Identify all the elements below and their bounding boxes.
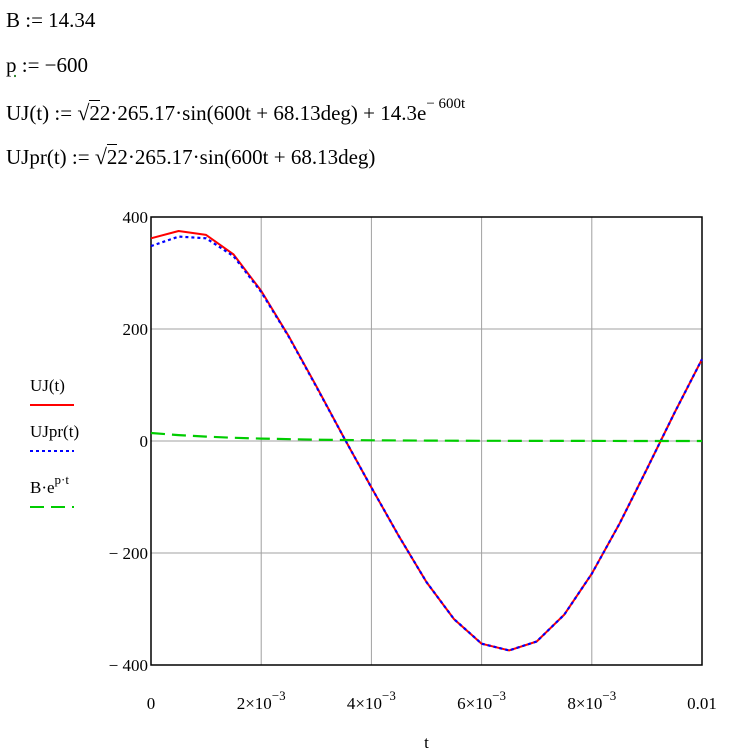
- x-tick-label: 6×10−3: [457, 688, 506, 713]
- legend-label: UJpr(t): [30, 422, 79, 441]
- equation-line-2: p := −600: [6, 53, 88, 77]
- x-axis-label: t: [424, 733, 429, 752]
- legend[interactable]: UJ(t) UJpr(t) B·ep·t: [30, 376, 79, 508]
- series-layer: [150, 230, 703, 652]
- x-axis-ticks: 0 2×10−3 4×10−3 6×10−3 8×10−3 0.01: [147, 688, 717, 713]
- x-tick-label: 4×10−3: [347, 688, 396, 713]
- equation-uj-exponent: − 600t: [426, 96, 466, 112]
- equation-ujpr-rhs: 2·265.17·sin(600t + 68.13deg): [117, 145, 376, 169]
- equation-uj-lhs: UJ(t) :=: [6, 101, 78, 125]
- equation-p-assignment: := −600: [16, 53, 89, 77]
- sqrt-sign: √2: [94, 144, 118, 169]
- equation-p-variable: p: [6, 53, 17, 77]
- legend-label: B·ep·t: [30, 472, 69, 497]
- x-tick-label: 2×10−3: [237, 688, 286, 713]
- x-tick-label: 8×10−3: [567, 688, 616, 713]
- y-tick-label: − 400: [109, 656, 148, 675]
- equation-ujpr-lhs: UJpr(t) :=: [6, 145, 95, 169]
- x-tick-label: 0: [147, 694, 156, 713]
- equation-uj-rhs: 2·265.17·sin(600t + 68.13deg) + 14.3e: [99, 101, 427, 125]
- equation-line-1: B := 14.34: [6, 8, 95, 32]
- y-tick-label: 400: [123, 208, 149, 227]
- x-tick-label: 0.01: [687, 694, 717, 713]
- y-tick-label: 200: [123, 320, 149, 339]
- equation-b-assignment: B := 14.34: [6, 8, 96, 32]
- sqrt-sign: √2: [77, 100, 100, 125]
- legend-label: UJ(t): [30, 376, 65, 395]
- series-line-1: [150, 235, 703, 652]
- equation-line-3: UJ(t) := √22·265.17·sin(600t + 68.13deg)…: [6, 96, 465, 125]
- y-tick-label: − 200: [109, 544, 148, 563]
- equation-line-4: UJpr(t) := √22·265.17·sin(600t + 68.13de…: [6, 144, 376, 169]
- series-line-2: [150, 431, 702, 443]
- y-axis-ticks: 400 200 0 − 200 − 400: [109, 208, 148, 675]
- y-tick-label: 0: [140, 432, 149, 451]
